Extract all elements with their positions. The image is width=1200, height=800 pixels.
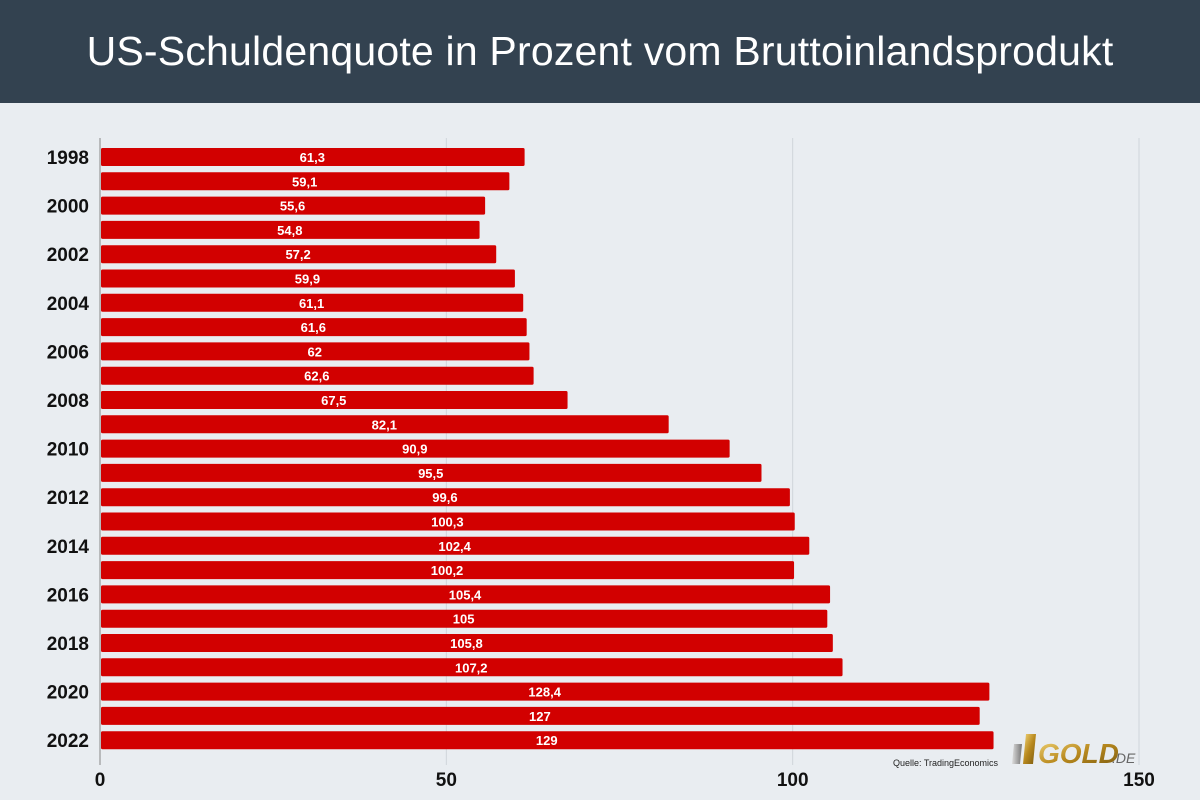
y-tick-label: 2004 (47, 294, 90, 315)
chart-title: US-Schuldenquote in Prozent vom Bruttoin… (86, 28, 1114, 74)
bar-value-label: 100,3 (431, 515, 464, 530)
y-tick-label: 1998 (47, 148, 89, 169)
bar-value-label: 100,2 (431, 563, 464, 578)
y-tick-label: 2010 (47, 440, 89, 461)
bar (101, 561, 795, 580)
y-tick-label: 2018 (47, 634, 89, 655)
bar-value-label: 67,5 (321, 393, 346, 408)
x-tick-label: 50 (436, 770, 457, 791)
bar-value-label: 107,2 (455, 660, 488, 675)
bar (101, 366, 534, 385)
bar-value-label: 82,1 (372, 417, 397, 432)
bar (101, 196, 486, 215)
bar-value-label: 57,2 (285, 247, 310, 262)
bar (101, 463, 762, 482)
y-tick-label: 2022 (47, 731, 89, 752)
y-tick-label: 2020 (47, 683, 89, 704)
bar-value-label: 99,6 (432, 490, 457, 505)
y-tick-label: 2006 (47, 342, 89, 363)
bar (101, 220, 480, 239)
gold-de-logo: GOLD .DE (1012, 734, 1136, 769)
bar-value-label: 59,9 (295, 272, 320, 287)
bar (101, 172, 510, 191)
source-note: Quelle: TradingEconomics (893, 758, 999, 768)
bar-value-label: 61,1 (299, 296, 324, 311)
svg-text:.DE: .DE (1112, 750, 1136, 766)
x-tick-label: 150 (1123, 770, 1155, 791)
bar-value-label: 129 (536, 733, 558, 748)
bar-value-label: 54,8 (277, 223, 302, 238)
bar (101, 342, 530, 361)
y-tick-label: 2014 (47, 537, 90, 558)
bar-value-label: 59,1 (292, 174, 317, 189)
bar-value-label: 105,4 (449, 587, 482, 602)
bar (101, 148, 525, 166)
bar (101, 415, 669, 434)
svg-text:GOLD: GOLD (1038, 738, 1119, 769)
bar (101, 439, 730, 458)
bar (101, 536, 810, 555)
bar (101, 488, 790, 507)
bar (101, 512, 795, 531)
y-tick-label: 2012 (47, 488, 89, 509)
bar (101, 682, 990, 701)
bar-value-label: 55,6 (280, 199, 305, 214)
bar (101, 658, 843, 677)
bar-value-label: 127 (529, 709, 551, 724)
bar-value-label: 61,6 (301, 320, 326, 335)
bar-value-label: 128,4 (528, 685, 561, 700)
bar-value-label: 62 (307, 344, 321, 359)
bar-value-label: 62,6 (304, 369, 329, 384)
bar-value-label: 61,3 (300, 150, 325, 165)
bar-value-label: 95,5 (418, 466, 443, 481)
header: US-Schuldenquote in Prozent vom Bruttoin… (0, 0, 1200, 103)
bar (101, 318, 527, 337)
bar (101, 731, 994, 750)
y-tick-label: 2008 (47, 391, 89, 412)
bar-value-label: 105 (453, 612, 475, 627)
bar-value-label: 90,9 (402, 442, 427, 457)
bar-value-label: 102,4 (438, 539, 471, 554)
bar (101, 245, 497, 264)
bar (101, 391, 568, 409)
bar (101, 293, 524, 312)
x-tick-label: 100 (777, 770, 809, 791)
bar-value-label: 105,8 (450, 636, 483, 651)
bar (101, 585, 831, 604)
bar (101, 634, 833, 652)
y-tick-label: 2000 (47, 197, 89, 218)
y-tick-label: 2002 (47, 245, 89, 266)
x-tick-label: 0 (95, 770, 106, 791)
bar (101, 706, 980, 725)
y-tick-label: 2016 (47, 585, 89, 606)
bar (101, 609, 828, 628)
bar (101, 269, 515, 288)
